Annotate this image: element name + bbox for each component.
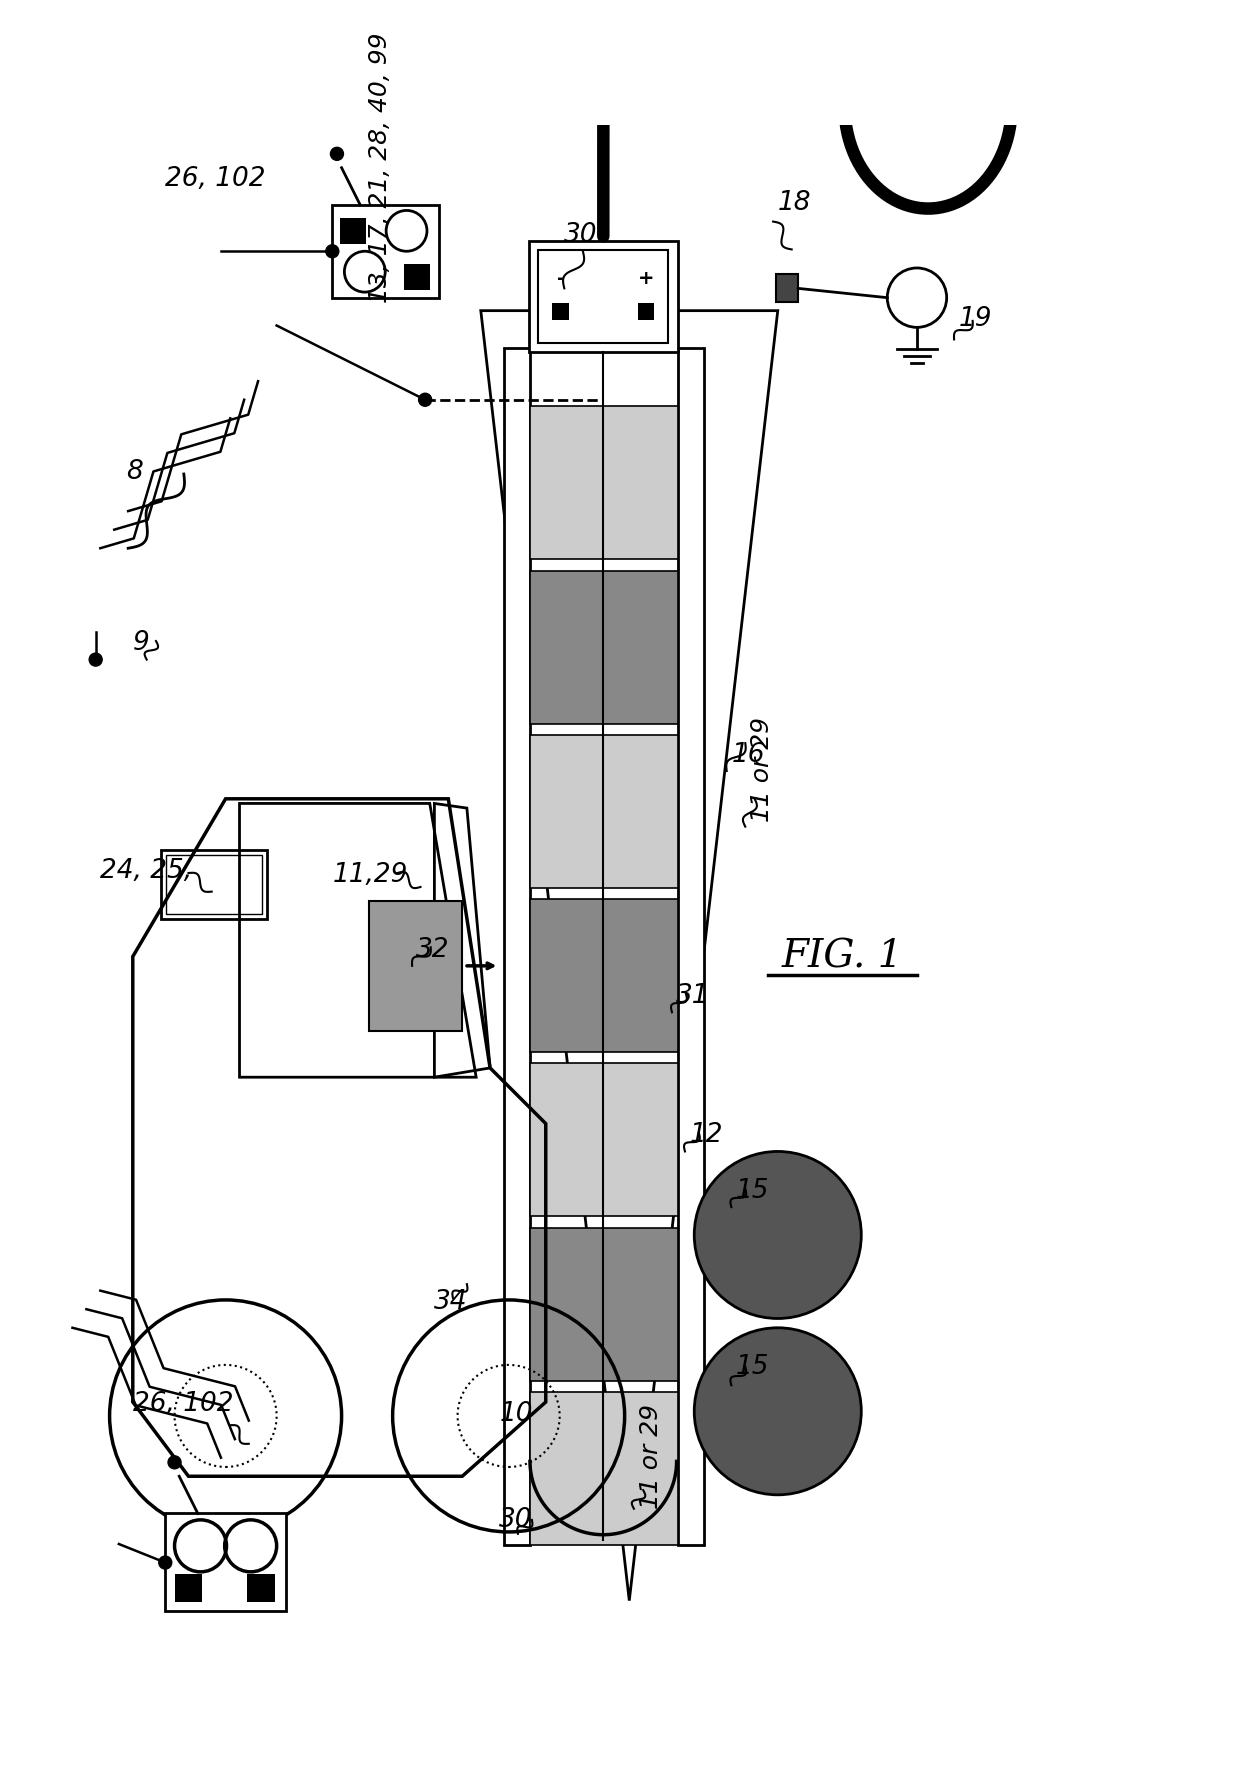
Text: 9: 9 (133, 630, 150, 657)
Text: 10: 10 (500, 1401, 533, 1426)
Circle shape (419, 392, 432, 407)
Bar (677, 348, 703, 1545)
Text: 26, 102: 26, 102 (133, 1391, 233, 1417)
Text: 15: 15 (737, 1177, 770, 1204)
Text: 18: 18 (777, 190, 811, 215)
Bar (247, 1574, 275, 1602)
Text: 24, 25,: 24, 25, (100, 858, 192, 884)
Text: 31: 31 (676, 982, 709, 1009)
Text: +: + (637, 268, 655, 288)
Text: 13, 17, 21, 28, 40, 99: 13, 17, 21, 28, 40, 99 (367, 32, 392, 302)
Bar (340, 218, 366, 243)
Circle shape (159, 1556, 172, 1568)
Text: 15: 15 (737, 1353, 770, 1380)
Circle shape (89, 654, 102, 666)
Bar (552, 304, 569, 320)
Text: 11 or 29: 11 or 29 (639, 1405, 662, 1510)
Circle shape (169, 1456, 181, 1469)
Bar (529, 242, 677, 352)
Bar (529, 735, 677, 888)
Bar (165, 1513, 286, 1611)
Bar (529, 899, 677, 1051)
Text: 32: 32 (415, 936, 449, 963)
Text: 30: 30 (564, 222, 598, 249)
Text: 8: 8 (126, 458, 143, 485)
Text: 26, 102: 26, 102 (165, 167, 265, 192)
Circle shape (694, 1328, 862, 1495)
Bar (503, 348, 529, 1545)
Bar (161, 851, 268, 920)
Text: FIG. 1: FIG. 1 (782, 938, 904, 975)
Text: 12: 12 (689, 1122, 723, 1147)
Bar (166, 856, 262, 915)
Bar (529, 570, 677, 723)
Text: 34: 34 (434, 1289, 467, 1316)
Bar (529, 1392, 677, 1545)
Text: 16: 16 (732, 742, 765, 767)
Bar (332, 204, 439, 298)
Bar (370, 900, 463, 1030)
Text: 11,29: 11,29 (332, 863, 408, 888)
Circle shape (330, 147, 343, 160)
Bar (538, 250, 668, 343)
Bar (529, 1064, 677, 1217)
Circle shape (326, 245, 339, 258)
Text: -: - (557, 268, 564, 288)
Bar (637, 304, 655, 320)
Text: 11 or 29: 11 or 29 (750, 718, 774, 822)
Text: 30: 30 (500, 1508, 533, 1533)
Bar (529, 1227, 677, 1380)
Bar (776, 275, 799, 302)
Bar (175, 1574, 202, 1602)
Bar (529, 407, 677, 559)
Text: 19: 19 (959, 305, 992, 332)
Bar (404, 265, 430, 289)
Circle shape (694, 1151, 862, 1318)
